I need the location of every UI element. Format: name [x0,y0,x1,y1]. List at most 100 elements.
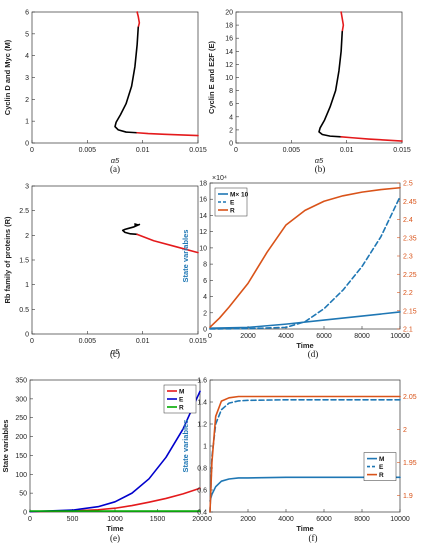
x-tick-label: 2000 [240,333,256,340]
y-tick-label: 0 [25,332,29,339]
y-tick-label: 0 [229,141,233,148]
y-tick-label: 12 [199,229,207,236]
y-axis-label: Cyclin E and E2F (E) [207,41,216,114]
y-tick-label: 2 [229,127,233,134]
panel-caption: (d) [308,349,319,359]
panel-a: 0 0.005 0.01 0.015 0 1 2 3 4 5 6 α5 Cyclin D and Myc… [3,10,207,175]
series-line-stable-2 [340,135,403,142]
panel-b: 0 0.005 0.01 0.015 0 2 4 6 8 10 12 14 16 18 20 α5 Cyclin… [207,10,411,175]
x-tick-label: 0.015 [393,147,411,154]
panel-caption: (a) [110,164,120,174]
y2-tick-label: 2.1 [403,327,413,334]
y-tick-label: 10 [199,245,207,252]
y-tick-label: 1 [25,119,29,126]
series-line-e-1 [209,195,401,330]
x-tick-label: 500 [67,516,79,523]
x-tick-label: 0.015 [189,338,207,345]
y-tick-label: 3 [25,75,29,82]
y-axis-label: State variables [181,230,190,283]
y-exponent-label: ×10⁴ [212,175,227,182]
panel-f: 0 2000 4000 6000 8000 100000.40.60.811.21.41.… [181,378,417,544]
y-tick-label: 6 [203,278,207,285]
y-tick-label: 16 [225,36,233,43]
x-axis-label: Time [296,341,313,350]
series-line-unstable-1 [114,26,140,134]
y-tick-label: 18 [225,23,233,30]
x-tick-label: 0.01 [340,147,354,154]
panel-caption: (b) [315,164,326,174]
y-tick-label: 1.5 [19,258,29,265]
panel-c: 0 0.005 0.01 0.015 0 0.5 1 1.5 2 2.5 3 α5 Rb family … [3,184,207,360]
x-tick-label: 0 [28,516,32,523]
y-tick-label: 0.5 [19,307,29,314]
series-line-r-2 [209,186,401,328]
y-tick-label: 2.5 [19,208,29,215]
y-tick-label: 12 [225,62,233,69]
y-tick-label: 3 [25,184,29,191]
legend: MER [163,384,197,414]
x-tick-label: 10000 [390,516,410,523]
y2-tick-label: 2.4 [403,217,413,224]
y2-tick-label: 2.3 [403,254,413,261]
series-line-stable-1 [136,233,199,254]
y-tick-label: 0.6 [197,488,207,495]
y-tick-label: 4 [203,294,207,301]
y-tick-label: 14 [225,49,233,56]
series-line-m-0 [29,487,201,513]
y-tick-label: 4 [25,53,29,60]
series-line-unstable-0 [121,223,141,236]
x-tick-label: 0.005 [79,147,97,154]
y-tick-label: 2 [203,310,207,317]
y-axis-label: State variables [1,420,10,473]
x-tick-label: 1500 [150,516,166,523]
y-tick-label: 0 [23,510,27,517]
series-line-m-0 [209,476,401,502]
legend-label: R [379,472,384,479]
y-axis-label: Rb family of proteins (R) [3,216,12,304]
x-tick-label: 8000 [354,333,370,340]
x-tick-label: 10000 [390,333,410,340]
y-tick-label: 6 [229,101,233,108]
axes-box [235,11,403,144]
x-tick-label: 0 [208,516,212,523]
y-tick-label: 14 [199,213,207,220]
series-line-unstable-1 [318,30,344,138]
x-tick-label: 0.005 [79,338,97,345]
legend-label: E [379,464,384,471]
y-tick-label: 18 [199,181,207,188]
y-tick-label: 20 [225,10,233,17]
x-tick-label: 0 [30,147,34,154]
x-axis-label: α5 [315,156,324,165]
y-tick-label: 200 [15,434,27,441]
x-tick-label: 0.005 [283,147,301,154]
panel-d: 0 2000 4000 6000 8000 10000 0 2 4 6 8 10 12 14 16 18 2.1… [181,175,417,359]
x-tick-label: 0.01 [136,147,150,154]
x-tick-label: 0 [208,333,212,340]
y2-tick-label: 1.95 [403,460,417,467]
x-tick-label: 6000 [316,516,332,523]
x-tick-label: 0 [234,147,238,154]
panel-e: 0 500 1000 1500 2000 0 50 100 150 200 250 300 350 Tim… [1,378,208,544]
y2-tick-label: 2.5 [403,181,413,188]
x-tick-label: 6000 [316,333,332,340]
series-line-e-1 [29,390,201,513]
y-tick-label: 1.2 [197,422,207,429]
y-tick-label: 10 [225,75,233,82]
x-tick-label: 2000 [240,516,256,523]
x-axis-label: α5 [111,347,120,356]
y2-tick-label: 2.05 [403,394,417,401]
y2-tick-label: 2 [403,427,407,434]
legend-label: E [179,396,184,403]
y2-tick-label: 2.15 [403,308,417,315]
x-tick-label: 0.015 [189,147,207,154]
series-line-stable-2 [136,131,199,137]
legend-label: R [230,207,235,214]
y-tick-label: 6 [25,10,29,17]
panel-caption: (f) [309,533,318,543]
y2-tick-label: 1.9 [403,493,413,500]
y2-tick-label: 2.25 [403,272,417,279]
y2-tick-label: 2.2 [403,290,413,297]
y-tick-label: 0.8 [197,466,207,473]
